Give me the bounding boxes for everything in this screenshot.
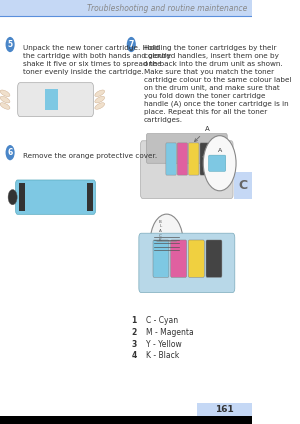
Text: Remove the orange protective cover.: Remove the orange protective cover.	[23, 153, 157, 159]
Text: Y - Yellow: Y - Yellow	[146, 340, 182, 349]
FancyBboxPatch shape	[206, 240, 222, 277]
Text: Holding the toner cartridges by their
coloured handles, insert them one by
one b: Holding the toner cartridges by their co…	[144, 45, 291, 123]
Ellipse shape	[95, 96, 105, 103]
FancyBboxPatch shape	[87, 183, 93, 211]
FancyBboxPatch shape	[153, 240, 169, 277]
FancyBboxPatch shape	[16, 180, 95, 214]
FancyBboxPatch shape	[233, 172, 253, 199]
Text: 1: 1	[131, 316, 136, 325]
FancyBboxPatch shape	[189, 143, 199, 175]
Text: K - Black: K - Black	[146, 351, 180, 360]
FancyBboxPatch shape	[139, 233, 235, 293]
FancyBboxPatch shape	[208, 155, 226, 171]
Text: 161: 161	[215, 405, 234, 414]
Circle shape	[8, 190, 17, 205]
Circle shape	[6, 145, 15, 160]
Text: 5: 5	[8, 40, 13, 49]
Text: 2: 2	[131, 328, 136, 337]
Text: 6: 6	[8, 148, 13, 157]
Text: C - Cyan: C - Cyan	[146, 316, 178, 325]
Circle shape	[150, 214, 183, 269]
Text: M - Magenta: M - Magenta	[146, 328, 194, 337]
FancyBboxPatch shape	[18, 83, 93, 117]
FancyBboxPatch shape	[0, 0, 253, 16]
Ellipse shape	[95, 90, 105, 97]
FancyBboxPatch shape	[171, 240, 187, 277]
Circle shape	[127, 37, 136, 52]
FancyBboxPatch shape	[45, 89, 58, 110]
Text: Unpack the new toner cartridge. Hold
the cartridge with both hands and gently
sh: Unpack the new toner cartridge. Hold the…	[23, 45, 171, 75]
Text: Troubleshooting and routine maintenance: Troubleshooting and routine maintenance	[87, 3, 247, 13]
Circle shape	[203, 136, 236, 191]
Text: 7: 7	[129, 40, 134, 49]
FancyBboxPatch shape	[197, 403, 253, 416]
Text: A: A	[194, 126, 209, 142]
Text: B
L
A
C
K: B L A C K	[159, 220, 162, 242]
FancyBboxPatch shape	[141, 141, 233, 198]
FancyBboxPatch shape	[0, 416, 253, 424]
FancyBboxPatch shape	[19, 183, 25, 211]
Ellipse shape	[0, 103, 10, 109]
FancyBboxPatch shape	[200, 143, 210, 175]
Ellipse shape	[95, 103, 105, 109]
Circle shape	[6, 37, 15, 52]
FancyBboxPatch shape	[166, 143, 176, 175]
Text: A: A	[218, 148, 222, 153]
Text: C: C	[238, 179, 247, 192]
Ellipse shape	[0, 90, 10, 97]
Text: 4: 4	[131, 351, 136, 360]
Ellipse shape	[0, 96, 10, 103]
FancyBboxPatch shape	[146, 134, 227, 163]
Text: 3: 3	[131, 340, 136, 349]
FancyBboxPatch shape	[177, 143, 188, 175]
FancyBboxPatch shape	[188, 240, 204, 277]
